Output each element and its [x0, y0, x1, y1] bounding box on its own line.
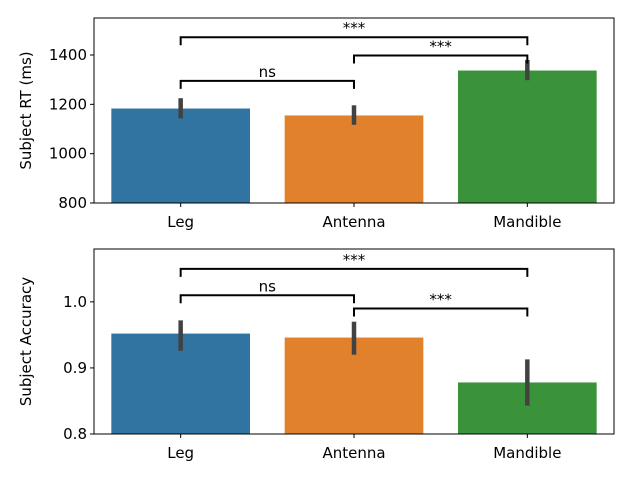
- rt-sig-label-1: ***: [429, 37, 452, 55]
- accuracy-sig-bracket-1: [353, 307, 529, 317]
- accuracy-sig-bracket-0: [179, 294, 355, 304]
- accuracy-ytick-label: 0.8: [63, 425, 87, 443]
- accuracy-chart-panel: 0.8 0.9 1.0 Leg Antenna Mandible Subject Accur…: [17, 248, 615, 462]
- accuracy-sig-label-0: ns: [259, 277, 277, 295]
- rt-sig-bracket-2: [179, 36, 529, 46]
- accuracy-sig-bracket-2: [179, 267, 529, 277]
- rt-xtick-label-antenna: Antenna: [322, 213, 385, 231]
- rt-bar-antenna: [284, 115, 424, 203]
- rt-sig-label-2: ***: [343, 19, 366, 37]
- rt-ytick-label: 1000: [49, 145, 87, 163]
- rt-bar-mandible: [458, 70, 597, 203]
- rt-sig-bracket-1: [353, 54, 529, 64]
- accuracy-sig-label-1: ***: [429, 290, 452, 308]
- rt-ytick-label: 1400: [49, 46, 87, 64]
- rt-xtick-label-mandible: Mandible: [493, 213, 561, 231]
- accuracy-xtick-label-antenna: Antenna: [322, 444, 385, 462]
- accuracy-sig-label-2: ***: [343, 251, 366, 269]
- rt-xtick-label-leg: Leg: [167, 213, 194, 231]
- rt-bar-leg: [111, 108, 250, 203]
- accuracy-xtick-label-leg: Leg: [167, 444, 194, 462]
- rt-sig-label-0: ns: [259, 63, 277, 81]
- accuracy-ylabel: Subject Accuracy: [17, 277, 35, 406]
- accuracy-xtick-label-mandible: Mandible: [493, 444, 561, 462]
- accuracy-ytick-label: 0.9: [63, 359, 87, 377]
- accuracy-ytick-label: 1.0: [63, 293, 87, 311]
- rt-ytick-label: 1200: [49, 95, 87, 113]
- rt-chart-panel: 800 1000 1200 1400 Leg Antenna Mandible Subject…: [17, 17, 615, 231]
- rt-ytick-label: 800: [58, 194, 87, 212]
- rt-sig-bracket-0: [179, 79, 355, 89]
- rt-ylabel: Subject RT (ms): [17, 51, 35, 169]
